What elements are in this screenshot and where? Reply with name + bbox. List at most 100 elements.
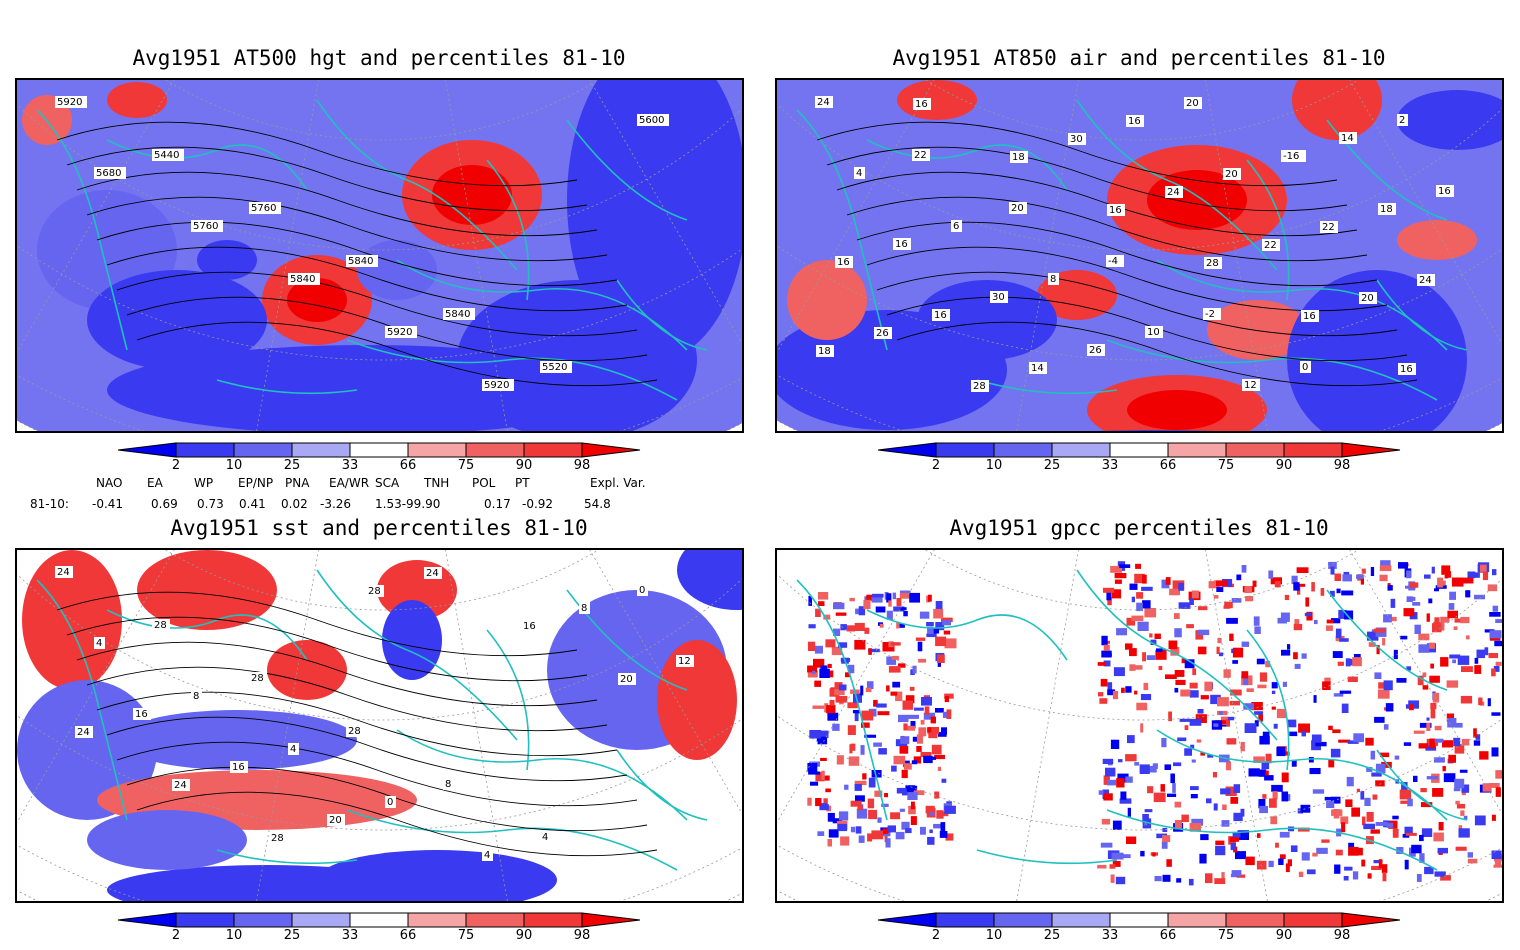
precip-cell <box>1153 792 1166 803</box>
precip-cell <box>1342 574 1352 582</box>
precip-cell <box>1434 588 1439 592</box>
precip-cell <box>1429 642 1435 649</box>
svg-text:6: 6 <box>953 221 959 232</box>
svg-text:28: 28 <box>1206 258 1219 269</box>
precip-cell <box>1382 872 1387 882</box>
precip-cell <box>944 696 949 703</box>
precip-cell <box>1480 564 1487 572</box>
precip-cell <box>1142 814 1149 823</box>
precip-cell <box>854 711 859 722</box>
precip-cell <box>1333 693 1344 697</box>
colorbar-arrow-left <box>117 912 177 928</box>
precip-cell <box>1166 859 1172 867</box>
svg-text:4: 4 <box>542 832 548 843</box>
precip-cell <box>1426 722 1431 731</box>
precip-cell <box>1225 786 1237 796</box>
precip-cell <box>1308 757 1314 763</box>
colorbar-tick-label: 98 <box>1333 928 1351 943</box>
precip-cell <box>858 606 866 616</box>
colorbar-tick-label: 98 <box>573 458 591 473</box>
precip-cell <box>899 808 905 812</box>
precip-cell <box>1265 660 1271 668</box>
precip-cell <box>1216 580 1228 587</box>
precip-cell <box>1230 689 1242 696</box>
contour-label: -4 <box>1106 255 1124 267</box>
precip-cell <box>852 710 861 714</box>
precip-cell <box>1174 670 1185 677</box>
precip-cell <box>1256 860 1267 870</box>
precip-cell <box>1474 665 1482 674</box>
precip-cell <box>1345 799 1353 807</box>
precip-cell <box>875 606 886 613</box>
map-field <box>17 550 742 901</box>
precip-cell <box>1440 616 1450 623</box>
precip-cell <box>1113 667 1125 677</box>
precip-cell <box>1258 711 1263 722</box>
precip-cell <box>1190 744 1195 750</box>
contour-label: 8 <box>1048 273 1059 285</box>
colorbar-swatch <box>1283 442 1343 458</box>
svg-text:5760: 5760 <box>251 203 276 214</box>
precip-cell <box>1434 871 1446 877</box>
precip-cell <box>1231 598 1242 603</box>
contour-line <box>76 641 598 707</box>
precip-cell <box>1424 866 1434 875</box>
precip-cell <box>1233 784 1241 793</box>
colorbar-sst: 2 10 25 33 66 75 90 98 <box>115 910 645 950</box>
precip-cell <box>1473 728 1477 738</box>
precip-cell <box>1330 566 1335 575</box>
precip-cell <box>1430 702 1437 710</box>
precip-cell <box>1140 723 1144 733</box>
svg-text:5600: 5600 <box>639 115 664 126</box>
precip-cell <box>1467 571 1476 579</box>
coastline <box>486 159 530 301</box>
precip-cell <box>860 745 865 755</box>
precip-cell <box>1433 832 1444 842</box>
contour-label: 16 <box>1301 310 1319 322</box>
precip-cell <box>849 744 853 754</box>
precip-cell <box>1282 681 1287 687</box>
colorbar-tick-label: 25 <box>1043 458 1061 473</box>
precip-cell <box>898 663 906 668</box>
precip-cell <box>807 763 818 772</box>
index-value-explvar: 54.8 <box>584 497 611 511</box>
precip-cell <box>1454 722 1463 728</box>
contour-label: 16 <box>1107 204 1125 216</box>
coastline <box>796 109 888 351</box>
precip-cell <box>1441 565 1451 575</box>
colorbar-tick-label: 10 <box>225 928 243 943</box>
precip-cell <box>1301 730 1306 737</box>
coastline <box>216 379 358 395</box>
precip-cell <box>831 646 843 656</box>
precip-cell <box>1125 754 1137 762</box>
svg-text:16: 16 <box>523 621 536 632</box>
precip-cell <box>1170 647 1180 656</box>
precip-cell <box>1381 761 1392 768</box>
precip-cell <box>1257 833 1261 838</box>
precip-cell <box>868 648 872 655</box>
precip-cell <box>1405 704 1410 709</box>
precip-cell <box>1378 682 1387 689</box>
precip-cell <box>867 798 875 809</box>
precip-cell <box>924 706 930 715</box>
precip-cell <box>918 727 927 737</box>
precip-cell <box>1125 643 1133 650</box>
precip-cell <box>1281 772 1289 783</box>
colorbar-swatch <box>935 442 995 458</box>
contour-label: 16 <box>230 761 248 773</box>
precip-cell <box>818 592 829 600</box>
precip-cell <box>1418 644 1430 653</box>
colorbar-arrow-right <box>581 442 641 458</box>
precip-cell <box>1330 590 1335 597</box>
precip-cell <box>1455 846 1467 851</box>
colorbar-arrow-right <box>581 912 641 928</box>
precip-cell <box>1152 763 1158 769</box>
precip-cell <box>1322 681 1331 690</box>
precip-cell <box>891 655 899 660</box>
precip-cell <box>1396 678 1407 683</box>
precip-cell <box>1346 776 1354 787</box>
precip-cell <box>1257 684 1267 689</box>
precip-cell <box>1220 788 1231 795</box>
precip-cell <box>935 708 944 713</box>
contour-label: 5840 <box>288 273 320 285</box>
